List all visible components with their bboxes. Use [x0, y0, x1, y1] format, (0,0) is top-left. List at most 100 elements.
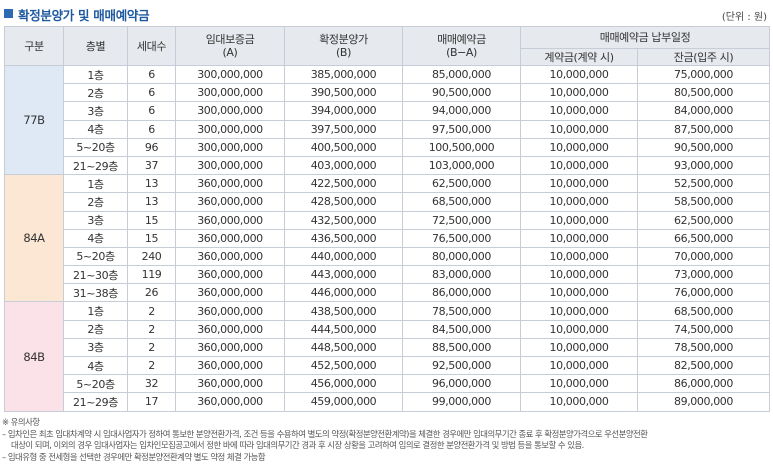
deposit-cell: 300,000,000 [175, 64, 285, 85]
contract-cell: 10,000,000 [520, 319, 638, 339]
notes-section: ※ 유의사항 – 임차인은 최초 임대차계약 시 임대사업자가 정하여 통보한 … [2, 417, 770, 463]
floor-cell: 31~38층 [63, 283, 128, 303]
table-row: 21~29층 17 360,000,000 459,000,000 99,000… [5, 392, 771, 412]
reservation-cell: 86,000,000 [402, 283, 521, 303]
balance-cell: 87,500,000 [636, 119, 771, 139]
table-row: 3층 15 360,000,000 432,500,000 72,500,000… [5, 210, 771, 230]
balance-cell: 52,500,000 [636, 174, 771, 194]
deposit-cell: 360,000,000 [175, 337, 285, 358]
floor-cell: 5~20층 [63, 246, 128, 267]
households-cell: 2 [127, 355, 176, 376]
deposit-cell: 300,000,000 [175, 119, 285, 139]
reservation-cell: 96,000,000 [402, 374, 521, 394]
households-cell: 15 [127, 210, 176, 230]
header-price-line2: (B) [336, 46, 351, 59]
reservation-cell: 103,000,000 [402, 155, 521, 176]
price-cell: 436,500,000 [284, 228, 403, 248]
households-cell: 2 [127, 319, 176, 339]
table-row: 21~29층 37 300,000,000 403,000,000 103,00… [5, 155, 771, 176]
deposit-cell: 360,000,000 [175, 374, 285, 394]
deposit-cell: 300,000,000 [175, 137, 285, 157]
price-cell: 446,000,000 [284, 283, 403, 303]
households-cell: 6 [127, 101, 176, 121]
balance-cell: 76,000,000 [636, 283, 771, 303]
contract-cell: 10,000,000 [520, 355, 638, 376]
reservation-cell: 94,000,000 [402, 101, 521, 121]
deposit-cell: 360,000,000 [175, 355, 285, 376]
contract-cell: 10,000,000 [520, 265, 638, 285]
balance-cell: 93,000,000 [636, 155, 771, 176]
header-deposit: 임대보증금 (A) [175, 26, 285, 66]
table-row: 5~20층 96 300,000,000 400,500,000 100,500… [5, 137, 771, 157]
header-households: 세대수 [127, 26, 176, 66]
deposit-cell: 360,000,000 [175, 319, 285, 339]
table-row: 4층 15 360,000,000 436,500,000 76,500,000… [5, 228, 771, 248]
header-reservation-line1: 매매예약금 [437, 33, 486, 46]
table-row: 4층 2 360,000,000 452,500,000 92,500,000 … [5, 355, 771, 376]
price-cell: 444,500,000 [284, 319, 403, 339]
price-cell: 443,000,000 [284, 265, 403, 285]
type-cell-84b: 84B [4, 301, 64, 412]
header-price: 확정분양가 (B) [284, 26, 403, 66]
balance-cell: 62,500,000 [636, 210, 771, 230]
deposit-cell: 300,000,000 [175, 155, 285, 176]
reservation-cell: 62,500,000 [402, 174, 521, 194]
contract-cell: 10,000,000 [520, 374, 638, 394]
deposit-cell: 360,000,000 [175, 392, 285, 412]
reservation-cell: 100,500,000 [402, 137, 521, 157]
balance-cell: 78,500,000 [636, 337, 771, 358]
deposit-cell: 360,000,000 [175, 210, 285, 230]
reservation-cell: 76,500,000 [402, 228, 521, 248]
contract-cell: 10,000,000 [520, 283, 638, 303]
reservation-cell: 88,500,000 [402, 337, 521, 358]
deposit-cell: 300,000,000 [175, 101, 285, 121]
table-row: 2층 13 360,000,000 428,500,000 68,500,000… [5, 192, 771, 212]
households-cell: 37 [127, 155, 176, 176]
floor-cell: 5~20층 [63, 137, 128, 157]
balance-cell: 58,500,000 [636, 192, 771, 212]
floor-cell: 21~29층 [63, 392, 128, 412]
balance-cell: 70,000,000 [636, 246, 771, 267]
price-cell: 459,000,000 [284, 392, 403, 412]
header-reservation-line2: (B−A) [446, 46, 477, 59]
header-deposit-line2: (A) [222, 46, 238, 59]
note-line: 대상이 되며, 이외의 경우 임대사업자는 입차인모집공고에서 정한 바에 따라… [11, 440, 584, 451]
header-floor: 층별 [63, 26, 128, 66]
floor-cell: 5~20층 [63, 374, 128, 394]
floor-cell: 21~30층 [63, 265, 128, 285]
title-bar: 확정분양가 및 매매예약금 (단위 : 원) [4, 6, 769, 24]
header-contract: 계약금(계약 시) [520, 48, 638, 66]
type-cell-77b: 77B [4, 64, 64, 176]
note-line: – 임대유형 중 전세형을 선택한 경우에만 확정분양전환계약 별도 약정 체결… [2, 451, 266, 462]
header-balance: 잔금(입주 시) [636, 48, 771, 66]
households-cell: 2 [127, 301, 176, 321]
table-row: 2층 2 360,000,000 444,500,000 84,500,000 … [5, 319, 771, 339]
price-cell: 440,000,000 [284, 246, 403, 267]
contract-cell: 10,000,000 [520, 83, 638, 103]
balance-cell: 90,500,000 [636, 137, 771, 157]
contract-cell: 10,000,000 [520, 392, 638, 412]
contract-cell: 10,000,000 [520, 174, 638, 194]
deposit-cell: 360,000,000 [175, 192, 285, 212]
price-cell: 422,500,000 [284, 174, 403, 194]
balance-cell: 84,000,000 [636, 101, 771, 121]
table-row: 3층 2 360,000,000 448,500,000 88,500,000 … [5, 337, 771, 358]
price-cell: 456,000,000 [284, 374, 403, 394]
reservation-cell: 92,500,000 [402, 355, 521, 376]
header-price-line1: 확정분양가 [319, 33, 368, 46]
floor-cell: 2층 [63, 319, 128, 339]
price-cell: 390,500,000 [284, 83, 403, 103]
households-cell: 240 [127, 246, 176, 267]
notes-heading: ※ 유의사항 [2, 417, 40, 427]
balance-cell: 80,500,000 [636, 83, 771, 103]
balance-cell: 89,000,000 [636, 392, 771, 412]
table-row: 84B 1층 2 360,000,000 438,500,000 78,500,… [4, 301, 771, 412]
contract-cell: 10,000,000 [520, 64, 638, 85]
contract-cell: 10,000,000 [520, 155, 638, 176]
type-cell-84a: 84A [4, 174, 64, 303]
price-cell: 428,500,000 [284, 192, 403, 212]
households-cell: 2 [127, 337, 176, 358]
households-cell: 15 [127, 228, 176, 248]
households-cell: 13 [127, 192, 176, 212]
deposit-cell: 360,000,000 [175, 283, 285, 303]
